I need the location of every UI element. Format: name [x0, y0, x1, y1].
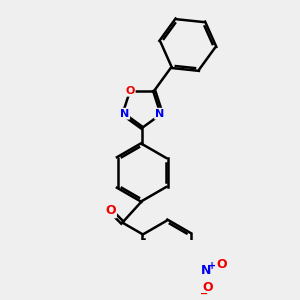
- Text: O: O: [216, 258, 227, 271]
- Text: O: O: [125, 86, 135, 96]
- Text: −: −: [200, 289, 208, 298]
- Text: N: N: [120, 109, 129, 119]
- Text: N: N: [155, 109, 164, 119]
- Text: N: N: [201, 264, 211, 278]
- Text: +: +: [208, 261, 216, 271]
- Text: O: O: [105, 204, 116, 218]
- Text: O: O: [203, 281, 213, 294]
